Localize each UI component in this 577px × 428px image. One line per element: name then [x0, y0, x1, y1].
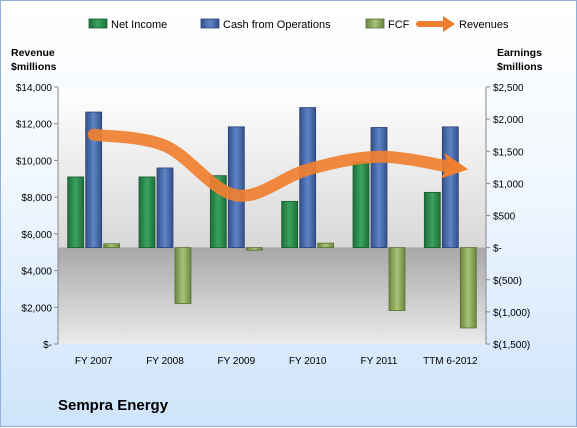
- right-axis-title-line1: Earnings: [497, 47, 542, 59]
- right-tick-label: $-: [493, 244, 502, 255]
- legend: Net Income Cash from Operations FCF Revenue…: [88, 16, 509, 32]
- right-axis-ticks: $2,500 $2,000 $1,500 $1,000 $500 $- $(500) $(1,…: [486, 83, 530, 351]
- left-tick-label: $12,000: [16, 120, 53, 131]
- bar-fcf: [245, 247, 263, 251]
- category-label: TTM 6-2012: [423, 356, 478, 367]
- legend-label-cash-from-operations: Cash from Operations: [223, 19, 331, 31]
- legend-swatch-fcf: [365, 18, 385, 29]
- left-tick-label: $-: [43, 340, 52, 351]
- bar-net-income: [67, 176, 85, 249]
- category-labels: FY 2007 FY 2008 FY 2009 FY 2010 FY 2011 TTM 6…: [75, 356, 478, 367]
- bar-cash-from-operations: [156, 167, 174, 249]
- legend-label-net-income: Net Income: [111, 19, 167, 31]
- bar-fcf: [459, 247, 477, 329]
- legend-swatch-net-income: [88, 18, 108, 29]
- plot-area-upper: [58, 87, 486, 248]
- bar-net-income: [138, 176, 156, 249]
- left-axis-ticks: $- $2,000 $4,000 $6,000 $8,000 $10,000 $12,000…: [16, 83, 58, 351]
- left-tick-label: $6,000: [21, 230, 52, 241]
- left-tick-label: $8,000: [21, 193, 52, 204]
- left-axis-title-line1: Revenue: [11, 47, 55, 59]
- bar-fcf: [388, 247, 406, 311]
- legend-label-fcf: FCF: [388, 19, 410, 31]
- category-label: FY 2007: [75, 356, 113, 367]
- right-axis-title-line2: $millions: [497, 61, 543, 73]
- left-tick-label: $10,000: [16, 156, 53, 167]
- legend-swatch-cash-from-operations: [200, 18, 220, 29]
- company-name: Sempra Energy: [58, 397, 169, 414]
- bar-net-income: [423, 191, 441, 249]
- bar-cash-from-operations: [85, 111, 103, 249]
- bar-marks: [58, 107, 486, 329]
- left-axis-title-line2: $millions: [11, 61, 57, 73]
- left-tick-label: $14,000: [16, 83, 53, 94]
- category-label: FY 2010: [289, 356, 327, 367]
- legend-label-revenues: Revenues: [459, 19, 509, 31]
- bar-cash-from-operations: [227, 126, 245, 249]
- right-tick-label: $2,000: [493, 115, 524, 126]
- bar-fcf: [317, 242, 335, 249]
- right-tick-label: $(1,500): [493, 340, 530, 351]
- right-tick-label: $1,500: [493, 147, 524, 158]
- category-label: FY 2009: [218, 356, 256, 367]
- right-tick-label: $(500): [493, 276, 522, 287]
- bar-fcf: [174, 247, 192, 304]
- right-tick-label: $500: [493, 212, 516, 223]
- right-tick-label: $2,500: [493, 83, 524, 94]
- category-label: FY 2008: [146, 356, 184, 367]
- bar-fcf: [103, 243, 121, 249]
- revenue-line-group: [87, 128, 469, 202]
- plot-area-lower: [58, 248, 486, 344]
- right-tick-label: $1,000: [493, 179, 524, 190]
- category-label: FY 2011: [361, 356, 398, 367]
- bar-net-income: [352, 161, 370, 249]
- left-tick-label: $2,000: [21, 303, 52, 314]
- legend-arrow-icon: [443, 16, 455, 32]
- bar-cash-from-operations: [441, 126, 459, 249]
- right-tick-label: $(1,000): [493, 308, 530, 319]
- bar-net-income: [281, 200, 299, 249]
- bar-cash-from-operations: [370, 127, 388, 249]
- left-tick-label: $4,000: [21, 267, 52, 278]
- revenues-line: [87, 128, 469, 202]
